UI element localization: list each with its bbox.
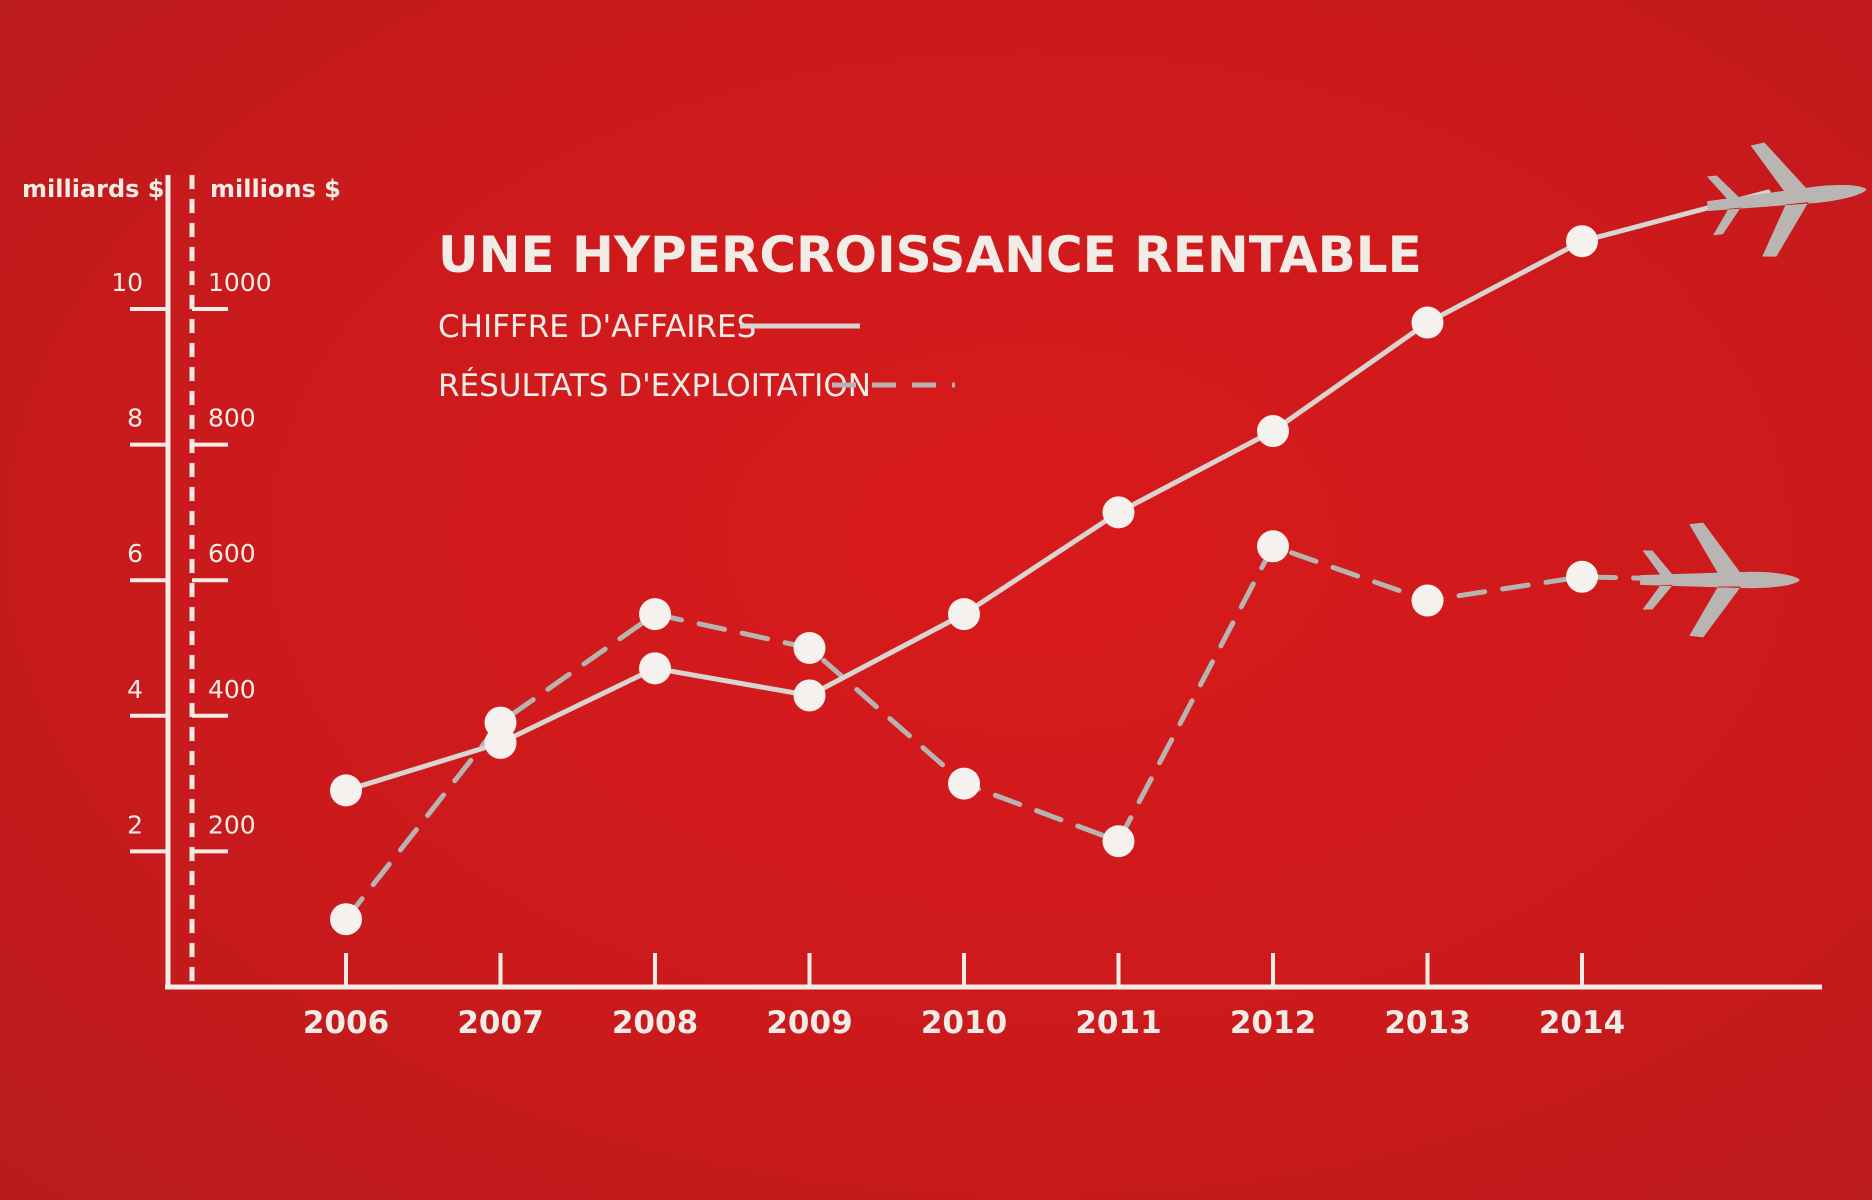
left-tick-label: 2: [127, 810, 143, 839]
right-tick-label: 1000: [208, 268, 272, 297]
x-tick-label: 2007: [457, 1005, 543, 1041]
legend-label-revenue: CHIFFRE D'AFFAIRES: [438, 309, 756, 345]
data-point-revenue: [1257, 415, 1289, 448]
left-tick-label: 6: [127, 539, 143, 568]
data-point-revenue: [1566, 225, 1598, 258]
data-point-operating: [1566, 560, 1598, 593]
data-point-operating: [1411, 584, 1444, 617]
x-tick-label: 2006: [303, 1005, 389, 1041]
data-point-revenue: [793, 679, 826, 712]
series-lines: [343, 189, 1771, 922]
right-tick-label: 600: [208, 539, 256, 568]
left-tick-label: 4: [127, 675, 143, 704]
data-point-revenue: [330, 774, 362, 807]
data-point-operating: [793, 632, 826, 664]
planes: [1640, 142, 1867, 638]
data-point-operating: [1102, 825, 1135, 858]
data-point-operating: [330, 903, 362, 936]
data-point-revenue: [1102, 496, 1135, 529]
chart-title: UNE HYPERCROISSANCE RENTABLE: [438, 226, 1422, 284]
data-point-revenue: [948, 598, 980, 631]
x-tick-label: 2009: [766, 1005, 852, 1041]
left-tick-label: 10: [111, 268, 143, 297]
x-tick-label: 2013: [1384, 1005, 1470, 1041]
data-point-operating: [639, 598, 671, 631]
right-tick-label: 800: [208, 404, 256, 433]
x-tick-label: 2008: [612, 1005, 698, 1041]
series-line-operating: [343, 543, 1723, 922]
airplane-icon: [1706, 142, 1867, 257]
left-axis-title: milliards $: [22, 175, 164, 203]
airplane-icon: [1640, 522, 1800, 638]
data-point-revenue: [484, 726, 517, 759]
series-line-revenue: [343, 189, 1771, 793]
data-point-revenue: [1411, 306, 1444, 339]
right-tick-label: 400: [208, 675, 256, 704]
x-tick-label: 2010: [921, 1005, 1007, 1041]
data-point-operating: [1257, 530, 1289, 563]
right-axis-title: millions $: [210, 175, 341, 203]
x-tick-label: 2011: [1075, 1005, 1161, 1041]
axes: 10 1000 8 800 6 600 4 400 2 200 2006 2007 2008 2009 20…: [111, 175, 1822, 1041]
x-tick-label: 2012: [1230, 1005, 1316, 1041]
left-tick-label: 8: [127, 404, 143, 433]
data-point-operating: [948, 767, 980, 800]
data-markers: [330, 225, 1598, 936]
data-point-revenue: [639, 652, 671, 685]
right-tick-label: 200: [208, 810, 256, 839]
x-tick-label: 2014: [1539, 1005, 1625, 1041]
legend-label-operating: RÉSULTATS D'EXPLOITATION: [438, 368, 871, 404]
